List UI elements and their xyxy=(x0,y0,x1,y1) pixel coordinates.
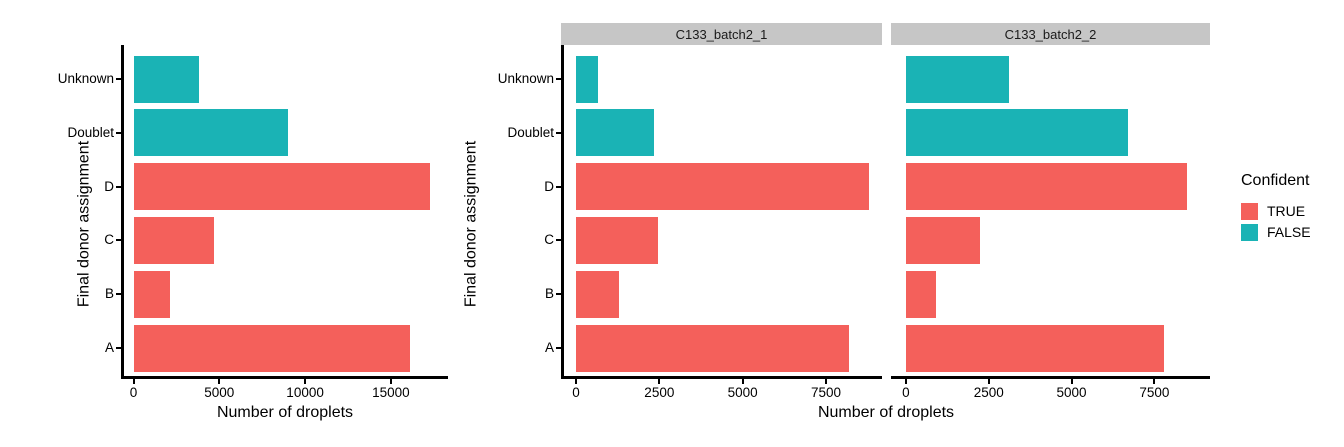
y-tick-label-d: D xyxy=(104,178,114,194)
y-tick-label-unknown: Unknown xyxy=(57,71,114,86)
legend-swatch-false-icon xyxy=(1241,224,1258,241)
x-tick-label: 0 xyxy=(572,385,580,400)
x-tick-mark xyxy=(904,378,907,384)
x-tick-label: 5000 xyxy=(1056,385,1087,400)
legend-item-false: FALSE xyxy=(1241,224,1311,241)
y-tick-mark xyxy=(556,347,561,349)
x-tick-mark xyxy=(825,378,827,384)
x-tick-label: 5000 xyxy=(204,385,235,400)
bar-d xyxy=(905,163,1188,211)
bar-b xyxy=(905,270,936,318)
y-tick-mark xyxy=(556,239,561,242)
x-axis-line xyxy=(561,376,882,379)
y-tick-mark xyxy=(116,131,121,134)
bar-doublet xyxy=(576,109,655,157)
y-axis-title-right: Final donor assignment xyxy=(462,140,480,308)
y-tick-mark xyxy=(556,78,561,80)
y-tick-label-doublet: Doublet xyxy=(507,124,554,140)
x-tick-label: 7500 xyxy=(1139,385,1170,400)
x-tick-label: 7500 xyxy=(810,385,842,400)
facet-strip-c133-batch2-1: C133_batch2_1 xyxy=(561,23,882,45)
y-tick-mark xyxy=(116,185,121,188)
y-axis-line xyxy=(121,45,124,378)
legend-label-false: FALSE xyxy=(1267,224,1311,240)
y-tick-label-doublet: Doublet xyxy=(67,124,114,140)
y-tick-mark xyxy=(116,239,121,242)
y-tick-label-a: A xyxy=(544,340,554,355)
panel-c133-batch2-2: 0 2500 5000 7500 xyxy=(891,45,1210,400)
legend-swatch-true-icon xyxy=(1241,203,1258,220)
y-tick-label-unknown: Unknown xyxy=(497,71,554,86)
bar-a xyxy=(576,324,850,372)
facet-strip-label: C133_batch2_2 xyxy=(1004,26,1097,42)
y-tick-mark xyxy=(116,78,121,80)
y-tick-label-c: C xyxy=(104,232,114,248)
bar-doublet xyxy=(133,109,288,157)
y-tick-mark xyxy=(556,131,561,134)
bar-c xyxy=(905,216,981,264)
x-tick-label: 0 xyxy=(902,385,910,400)
x-tick-mark xyxy=(987,378,990,384)
x-tick-label: 0 xyxy=(129,385,138,400)
y-axis-line xyxy=(561,45,564,378)
panel-pooled: 0 5000 10000 15000 Unknown Doublet D C B A xyxy=(58,45,448,400)
y-tick-label-b: B xyxy=(544,286,554,302)
bar-unknown xyxy=(905,55,1009,103)
y-tick-mark xyxy=(556,293,561,296)
bar-c xyxy=(133,216,215,264)
x-tick-mark xyxy=(1153,378,1156,384)
bar-unknown xyxy=(133,55,199,103)
bar-c xyxy=(576,216,658,264)
x-tick-label: 5000 xyxy=(727,385,758,400)
facet-strip-c133-batch2-2: C133_batch2_2 xyxy=(891,23,1210,45)
legend-item-true: TRUE xyxy=(1241,203,1311,220)
bar-a xyxy=(133,324,410,372)
bar-unknown xyxy=(576,55,598,103)
bar-doublet xyxy=(905,109,1128,157)
y-axis-title-left: Final donor assignment xyxy=(75,140,93,308)
x-tick-label: 10000 xyxy=(286,385,324,400)
facet-strip-label: C133_batch2_1 xyxy=(675,26,768,42)
x-tick-mark xyxy=(304,378,307,384)
x-axis-line xyxy=(121,376,448,379)
y-tick-mark xyxy=(556,185,561,188)
x-tick-mark xyxy=(658,378,661,384)
y-tick-label-c: C xyxy=(544,232,554,248)
legend-title: Confident xyxy=(1241,172,1310,189)
legend-confident: Confident TRUE FALSE xyxy=(1241,171,1311,245)
y-tick-label-d: D xyxy=(544,178,554,194)
x-tick-mark xyxy=(132,378,135,384)
x-tick-label: 2500 xyxy=(973,385,1004,400)
y-tick-label-a: A xyxy=(104,340,114,355)
x-axis-line xyxy=(891,376,1210,379)
x-axis-title-right: Number of droplets xyxy=(817,404,955,421)
x-tick-mark xyxy=(575,378,577,384)
x-tick-mark xyxy=(741,378,744,384)
bar-d xyxy=(133,163,431,211)
x-tick-mark xyxy=(389,378,392,384)
x-tick-label: 15000 xyxy=(372,385,410,400)
x-tick-label: 2500 xyxy=(644,385,675,400)
x-tick-mark xyxy=(218,378,221,384)
y-tick-mark xyxy=(116,293,121,296)
x-tick-mark xyxy=(1070,378,1073,384)
panel-c133-batch2-1: 0 2500 5000 7500 Unknown Doublet D C B A xyxy=(498,45,882,400)
bar-a xyxy=(905,324,1165,372)
y-tick-mark xyxy=(116,347,121,349)
y-tick-label-b: B xyxy=(104,286,114,302)
legend-label-true: TRUE xyxy=(1267,203,1306,219)
x-axis-title-left: Number of droplets xyxy=(216,404,354,421)
bar-b xyxy=(576,270,620,318)
bar-b xyxy=(133,270,170,318)
bar-d xyxy=(576,163,870,211)
